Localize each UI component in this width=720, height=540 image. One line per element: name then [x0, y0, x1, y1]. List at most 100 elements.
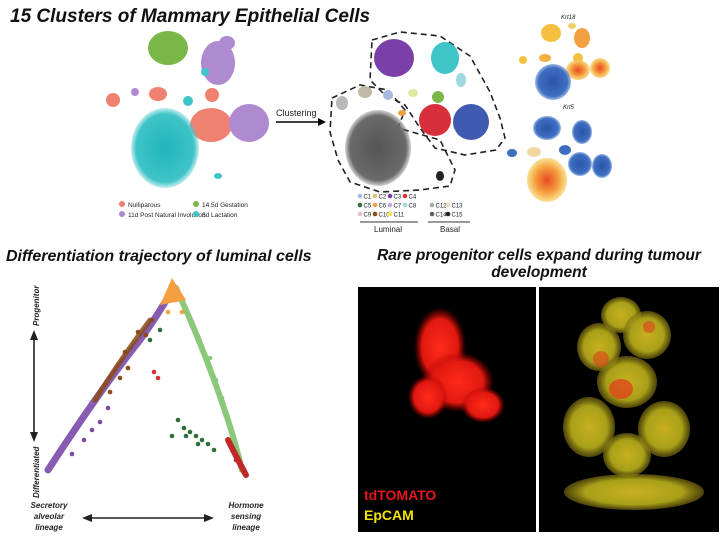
trajectory-cell: [187, 429, 193, 435]
legend-text-c15: C15: [452, 212, 464, 218]
trajectory-hormone-branch: [173, 285, 245, 473]
trajectory-cell: [105, 405, 111, 411]
legend-text-c2: C2: [379, 194, 387, 200]
krt5-cluster-2: [572, 120, 592, 144]
main-title: 15 Clusters of Mammary Epithelial Cells: [10, 6, 371, 27]
trajectory-cell: [175, 417, 181, 423]
microscopy-tdtomato-panel: tdTOMATO EpCAM: [358, 287, 536, 532]
merged-signal: [563, 297, 704, 510]
cluster-c12: [358, 86, 372, 98]
cluster-c14: [345, 110, 411, 186]
y-arrow-down: [30, 432, 38, 442]
trajectory-cell: [199, 437, 205, 443]
cluster-green: [148, 31, 188, 65]
trajectory-cell: [69, 451, 75, 457]
marker-krt5: Krt5: [507, 105, 612, 202]
trajectory-cell: [81, 437, 87, 443]
krt18-cluster-9: [535, 64, 571, 100]
legend-text-c6: C6: [379, 203, 387, 209]
trajectory-cell: [155, 375, 161, 381]
krt18-cluster-2: [574, 28, 590, 48]
trajectory-c10-segment: [92, 317, 153, 403]
luminal-label: Luminal: [374, 225, 402, 234]
trajectory-cell: [233, 457, 239, 463]
trajectory-cell: [107, 389, 113, 395]
krt18-cluster-5: [539, 54, 551, 62]
tdtomato-overlap-3: [643, 321, 655, 333]
marker-krt5-label: Krt5: [563, 105, 575, 111]
trajectory-scatter: [69, 297, 247, 473]
krt18-cluster-8: [590, 58, 610, 78]
trajectory-cell: [135, 329, 141, 335]
microscopy-merged-panel: [539, 287, 719, 532]
trajectory-cell: [151, 369, 157, 375]
trajectory-cell: [149, 317, 155, 323]
x-left-line1: Secretory: [31, 501, 68, 510]
legend-text-c3: C3: [394, 194, 402, 200]
tdtomato-overlap-2: [593, 351, 609, 367]
epcam-lobe-5: [563, 397, 615, 457]
krt5-cluster-6: [568, 152, 592, 176]
y-label-progenitor: Progenitor: [32, 285, 41, 326]
trajectory-plot: Progenitor Differentiated Secretory alve…: [30, 278, 264, 532]
condition-legend: Nulliparous 14.5d Gestation 11d Post Nat…: [119, 201, 248, 219]
legend-text-c10: C10: [379, 212, 391, 218]
trajectory-cell: [241, 467, 247, 473]
legend-dot-c9: [357, 211, 363, 217]
legend-dot-c2: [372, 193, 378, 199]
legend-dot-c6: [372, 202, 378, 208]
y-label-differentiated: Differentiated: [32, 445, 41, 498]
cluster-c3: [374, 39, 414, 77]
krt18-cluster-1: [541, 24, 561, 42]
cluster-cyan-dot: [214, 173, 222, 179]
legend-dot-c3: [387, 193, 393, 199]
cluster-legend-items: C1 C2 C3 C4 C5 C6 C7 C8 C9 C10 C11 C12 C13 C14 C15: [357, 193, 464, 218]
cluster-c7: [453, 104, 489, 140]
legend-dot-c13: [445, 202, 451, 208]
krt5-cluster-5: [559, 145, 571, 155]
legend-involution: 11d Post Natural Involution: [128, 212, 206, 219]
legend-swatch-nulliparous: [119, 201, 125, 207]
trajectory-cell: [195, 441, 201, 447]
legend-text-c14: C14: [436, 212, 448, 218]
trajectory-cell: [179, 309, 185, 315]
x-arrow-left: [82, 514, 92, 522]
clustering-label: Clustering: [276, 108, 317, 118]
krt5-cluster-7: [592, 154, 612, 178]
legend-swatch-lactation: [193, 211, 199, 217]
umap-clusters: [329, 31, 506, 193]
krt5-cluster-4: [527, 147, 541, 157]
x-right-line2: sensing: [231, 512, 261, 521]
trajectory-cell: [147, 337, 153, 343]
legend-text-c11: C11: [394, 212, 405, 218]
legend-text-c8: C8: [409, 203, 417, 209]
legend-text-c7: C7: [394, 203, 402, 209]
cluster-purple-tiny: [131, 88, 139, 96]
cluster-cyan-mid: [183, 96, 193, 106]
trajectory-cell: [205, 441, 211, 447]
legend-text-c9: C9: [364, 212, 372, 218]
cluster-c8: [431, 42, 459, 74]
legend-dot-c8: [402, 202, 408, 208]
legend-text-c12: C12: [436, 203, 448, 209]
cluster-c1: [383, 90, 393, 100]
cluster-salmon-mid: [149, 87, 167, 101]
trajectory-cell: [157, 327, 163, 333]
epcam-lobe-2: [577, 323, 621, 371]
legend-dot-c11: [387, 211, 393, 217]
krt5-cluster-8: [527, 158, 567, 202]
trajectory-secretory-branch: [44, 286, 176, 474]
legend-nulliparous: Nulliparous: [128, 202, 161, 209]
x-right-line1: Hormone: [228, 501, 264, 510]
marker-krt18-label: Krt18: [561, 15, 576, 21]
epcam-lobe-3: [623, 311, 671, 359]
cluster-purple-small: [219, 36, 235, 50]
legend-dot-c5: [357, 202, 363, 208]
legend-text-c4: C4: [409, 194, 417, 200]
krt18-cluster-3: [568, 23, 576, 29]
marker-krt18: Krt18: [519, 15, 610, 100]
legend-dot-c7: [387, 202, 393, 208]
cluster-c15: [436, 171, 444, 181]
trajectory-cell: [97, 419, 103, 425]
cluster-purple-top: [201, 41, 235, 85]
